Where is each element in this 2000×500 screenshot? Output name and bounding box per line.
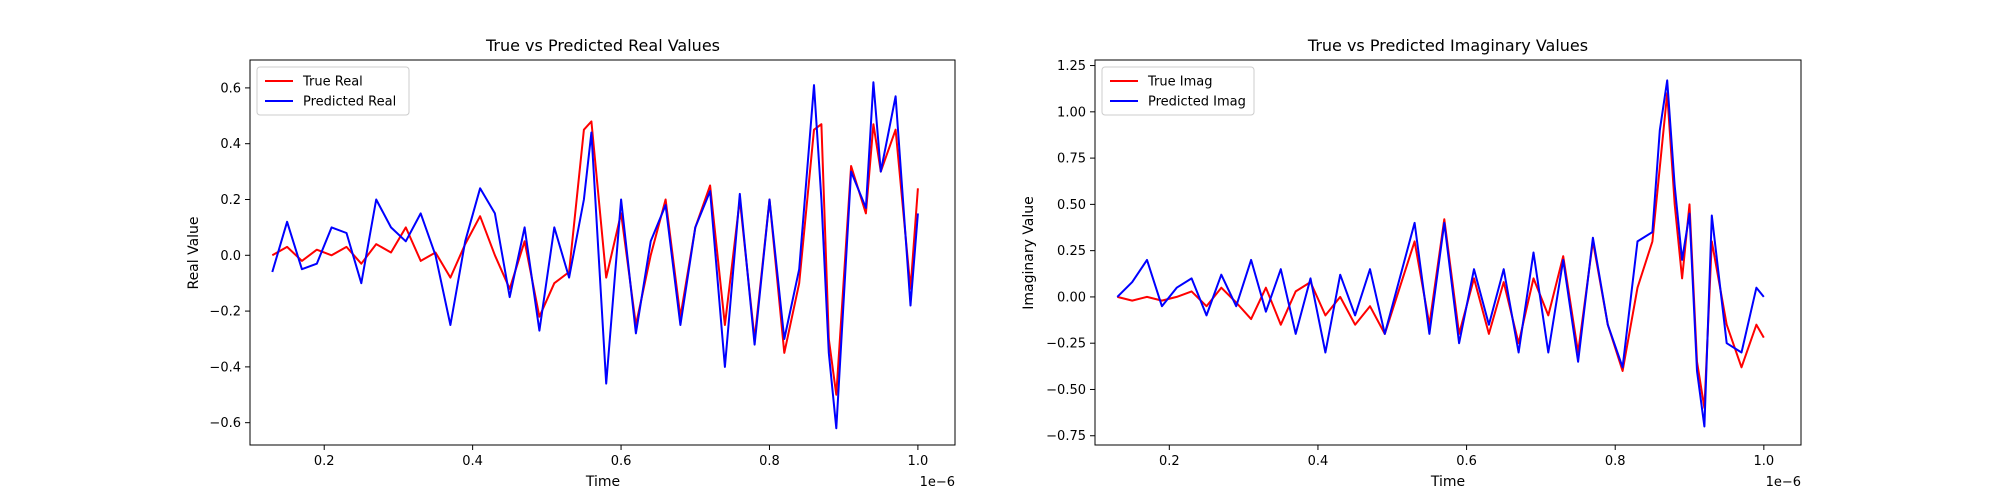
y-tick-label: 0.75	[1057, 152, 1086, 167]
y-tick-label: −0.2	[209, 305, 241, 320]
x-axis-label: Time	[585, 474, 620, 490]
y-axis-ticks: −0.6 −0.4 −0.2 0.0 0.2 0.4 0.6	[209, 81, 250, 431]
y-tick-label: 0.0	[220, 249, 241, 264]
y-tick-label: −0.6	[209, 416, 241, 431]
legend: True Imag Predicted Imag	[1101, 66, 1255, 116]
legend-label-true-real: True Real	[302, 75, 363, 90]
x-tick-label: 0.8	[759, 454, 780, 469]
legend-box	[256, 66, 410, 116]
series-line-predicted-real	[271, 81, 919, 430]
imag-series-lines	[1116, 79, 1765, 428]
y-tick-label: −0.25	[1046, 337, 1086, 352]
x-axis-ticks: 0.2 0.4 0.6 0.8 1.0	[314, 445, 928, 469]
chart-title: True vs Predicted Real Values	[485, 36, 720, 55]
chart-title: True vs Predicted Imaginary Values	[1307, 36, 1588, 55]
x-offset-label: 1e−6	[1766, 475, 1801, 490]
plot-frame	[1094, 59, 1802, 446]
y-tick-label: 0.50	[1057, 198, 1086, 213]
x-tick-label: 0.2	[1159, 454, 1180, 469]
real-series-lines	[271, 81, 919, 430]
series-line-predicted-imag	[1116, 79, 1765, 428]
y-tick-label: −0.75	[1046, 429, 1086, 444]
x-tick-label: 0.4	[1308, 454, 1329, 469]
x-tick-label: 1.0	[1753, 454, 1774, 469]
y-axis-label: Imaginary Value	[1021, 196, 1037, 310]
y-tick-label: 0.6	[220, 81, 241, 96]
plot-frame	[249, 59, 956, 446]
series-line-true-real	[271, 120, 919, 396]
y-tick-label: 1.00	[1057, 105, 1086, 120]
x-axis-label: Time	[1430, 474, 1465, 490]
y-tick-label: 0.00	[1057, 290, 1086, 305]
y-axis-label: Real Value	[186, 216, 202, 289]
legend-box	[1101, 66, 1255, 116]
x-offset-label: 1e−6	[920, 475, 955, 490]
imaginary-values-chart: True vs Predicted Imaginary Values 0.2 0.…	[1021, 36, 1802, 490]
legend-label-predicted-real: Predicted Real	[303, 95, 396, 110]
legend-label-true-imag: True Imag	[1147, 75, 1212, 90]
y-tick-label: 1.25	[1057, 59, 1086, 74]
x-tick-label: 1.0	[908, 454, 929, 469]
x-tick-label: 0.6	[611, 454, 632, 469]
y-tick-label: −0.4	[209, 360, 241, 375]
y-tick-label: 0.25	[1057, 244, 1086, 259]
y-tick-label: −0.50	[1046, 383, 1086, 398]
legend: True Real Predicted Real	[256, 66, 410, 116]
y-tick-label: 0.4	[220, 137, 241, 152]
y-tick-label: 0.2	[220, 193, 241, 208]
series-line-true-imag	[1117, 92, 1765, 409]
x-axis-ticks: 0.2 0.4 0.6 0.8 1.0	[1159, 445, 1774, 469]
x-tick-label: 0.8	[1605, 454, 1626, 469]
x-tick-label: 0.2	[314, 454, 335, 469]
x-tick-label: 0.4	[462, 454, 483, 469]
real-values-chart: True vs Predicted Real Values 0.2 0.4 0.6 0…	[186, 36, 956, 490]
x-tick-label: 0.6	[1456, 454, 1477, 469]
legend-label-predicted-imag: Predicted Imag	[1148, 95, 1246, 110]
y-axis-ticks: −0.75 −0.50 −0.25 0.00 0.25 0.50 0.75 1.00 1.25	[1046, 59, 1095, 444]
